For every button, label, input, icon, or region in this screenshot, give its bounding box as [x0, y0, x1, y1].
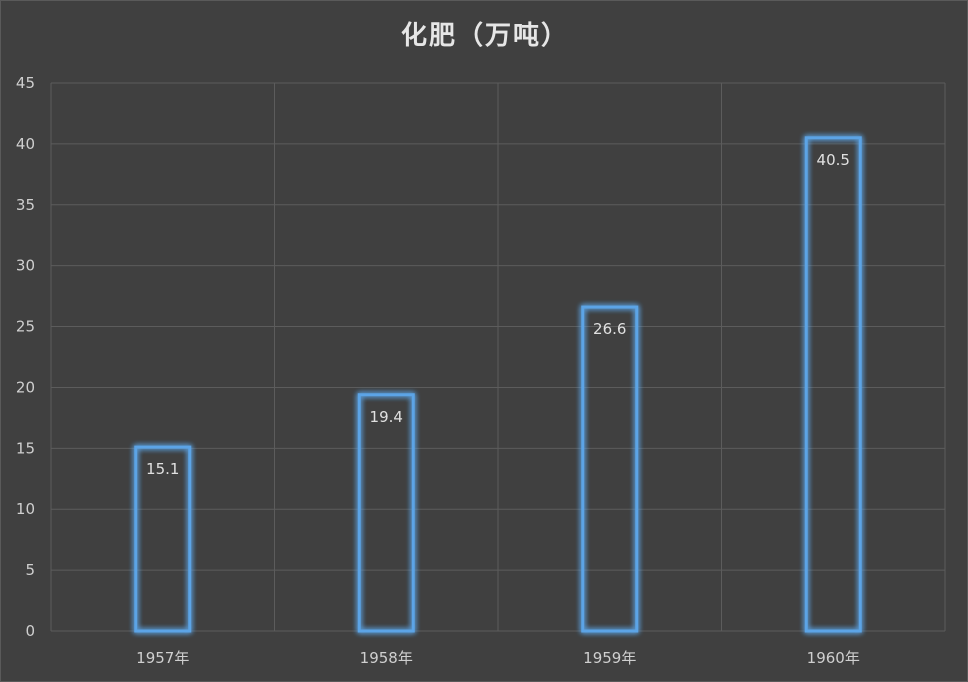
bar [134, 445, 192, 633]
y-tick-label: 5 [25, 561, 35, 579]
gridlines [50, 82, 946, 632]
y-axis-ticks: 0 5 10 15 20 25 30 35 40 45 [16, 74, 35, 640]
y-tick-label: 45 [16, 74, 35, 92]
bar-value-label: 40.5 [817, 151, 850, 169]
x-axis-ticks: 1957年 1958年 1959年 1960年 [136, 649, 860, 667]
y-tick-label: 0 [25, 622, 35, 640]
x-tick-label: 1958年 [360, 649, 413, 667]
bar-value-label: 19.4 [370, 408, 403, 426]
x-tick-label: 1959年 [583, 649, 636, 667]
y-tick-label: 10 [16, 500, 35, 518]
y-tick-label: 30 [16, 257, 35, 275]
y-tick-label: 40 [16, 135, 35, 153]
bar-value-label: 26.6 [593, 320, 626, 338]
bar [357, 393, 415, 633]
y-tick-label: 35 [16, 196, 35, 214]
bar [804, 136, 862, 633]
y-tick-label: 15 [16, 439, 35, 457]
bar [581, 305, 639, 633]
chart-title: 化肥（万吨） [400, 21, 569, 51]
y-tick-label: 20 [16, 378, 35, 396]
data-labels: 15.1 19.4 26.6 40.5 [146, 151, 850, 478]
y-tick-label: 25 [16, 318, 35, 336]
bar-value-label: 15.1 [146, 460, 179, 478]
x-tick-label: 1960年 [807, 649, 860, 667]
x-tick-label: 1957年 [136, 649, 189, 667]
bars [134, 136, 862, 633]
